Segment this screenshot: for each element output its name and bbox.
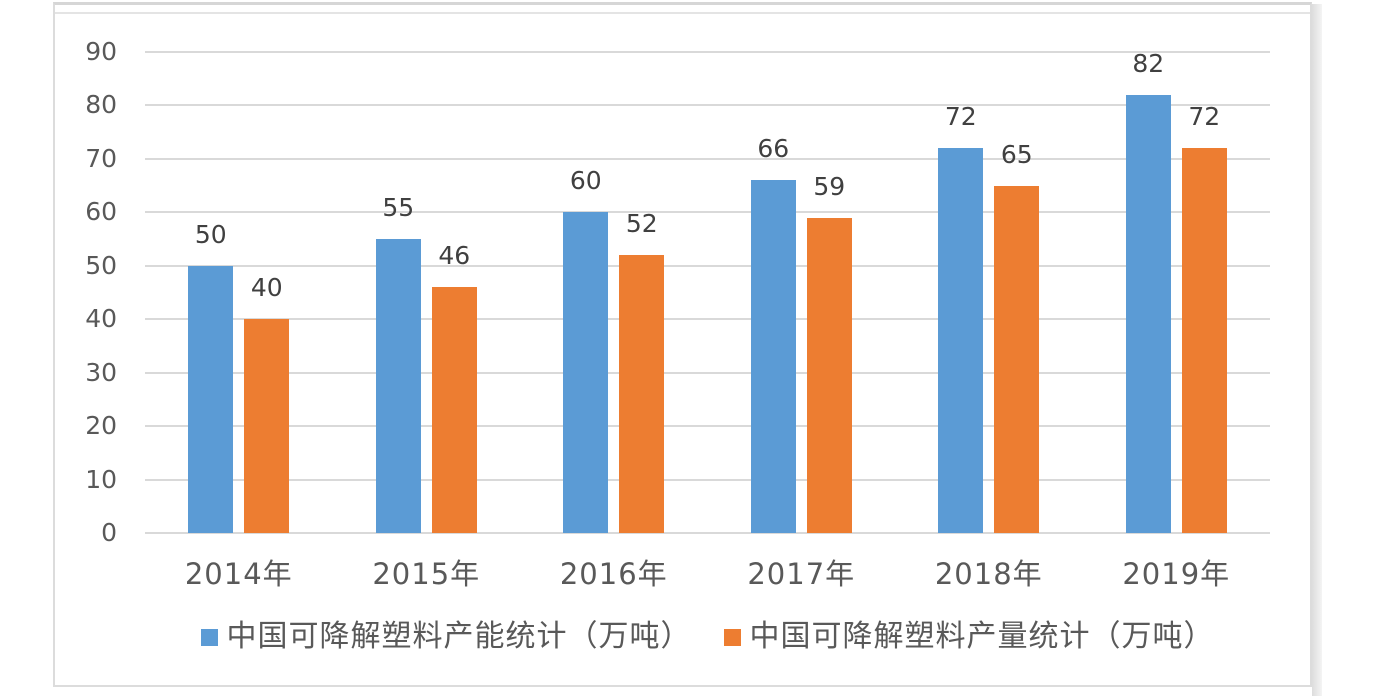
x-axis: 2014年 2015年 2016年 2017年 2018年 2019年 — [145, 558, 1270, 594]
bar-data-label: 52 — [625, 209, 658, 238]
bar-data-label: 66 — [757, 134, 790, 163]
y-axis-tick-label: 70 — [85, 143, 117, 173]
legend-label: 中国可降解塑料产量统计（万吨） — [749, 619, 1215, 654]
gridline — [145, 478, 1270, 481]
legend-swatch-icon — [723, 628, 741, 646]
y-axis-tick-label: 50 — [85, 250, 117, 280]
y-axis-tick-label: 20 — [85, 411, 117, 441]
bar-output — [431, 287, 477, 533]
bar-capacity — [375, 239, 421, 533]
bar-capacity — [1125, 95, 1171, 533]
legend-label: 中国可降解塑料产能统计（万吨） — [226, 619, 692, 654]
y-axis-tick-label: 80 — [85, 90, 117, 120]
y-axis-tick-label: 90 — [85, 37, 117, 66]
legend-item: 中国可降解塑料产能统计（万吨） — [200, 619, 692, 655]
bar-data-label: 46 — [438, 241, 471, 270]
gridline — [145, 104, 1270, 107]
gridline — [145, 157, 1270, 160]
y-axis-tick-label: 30 — [85, 357, 117, 387]
gridline — [145, 425, 1270, 428]
bar-data-label: 59 — [813, 172, 846, 201]
bar-output — [994, 186, 1040, 533]
y-axis-tick-label: 0 — [101, 518, 117, 547]
bar-capacity — [188, 266, 234, 533]
legend-swatch-icon — [200, 628, 218, 646]
bar-output — [244, 319, 290, 533]
gridline — [145, 532, 1270, 534]
bar-data-label: 55 — [382, 193, 415, 222]
x-axis-category-label: 2016年 — [559, 557, 668, 591]
y-axis-tick-label: 60 — [85, 197, 117, 227]
plot-area: 50 55 60 66 72 82 40 46 52 59 65 72 — [145, 49, 1270, 534]
x-axis-category-label: 2018年 — [934, 557, 1043, 591]
x-axis-category-label: 2017年 — [747, 557, 856, 591]
bar-output — [806, 218, 852, 533]
bar-output — [619, 255, 665, 533]
y-axis-tick-label: 10 — [85, 464, 117, 494]
gridline — [145, 371, 1270, 374]
bar-data-label: 40 — [250, 273, 283, 302]
gridline — [145, 264, 1270, 267]
bar-data-label: 60 — [569, 166, 602, 195]
card-top-divider — [55, 12, 1310, 14]
x-axis-category-label: 2015年 — [372, 557, 481, 591]
bar-capacity — [563, 212, 609, 533]
bar-output — [1181, 148, 1227, 533]
bar-data-label: 82 — [1132, 49, 1165, 78]
x-axis-category-label: 2014年 — [184, 557, 293, 591]
card-right-shadow — [1312, 4, 1322, 696]
bar-data-label: 65 — [1000, 140, 1033, 169]
bar-capacity — [750, 180, 796, 533]
x-axis-category-label: 2019年 — [1122, 557, 1231, 591]
legend-item: 中国可降解塑料产量统计（万吨） — [723, 619, 1215, 655]
gridline — [145, 318, 1270, 321]
gridline — [145, 211, 1270, 214]
y-axis: 0 10 20 30 40 50 60 70 80 90 — [55, 38, 117, 547]
legend: 中国可降解塑料产能统计（万吨） 中国可降解塑料产量统计（万吨） — [145, 617, 1270, 657]
bar-data-label: 50 — [194, 220, 227, 249]
gridline — [145, 51, 1270, 53]
chart-card: 0 10 20 30 40 50 60 70 80 90 50 55 60 66 72 82 40 46 52 59… — [53, 2, 1312, 687]
bar-data-label: 72 — [1188, 102, 1221, 131]
y-axis-tick-label: 40 — [85, 304, 117, 334]
bar-data-label: 72 — [944, 102, 977, 131]
bar-capacity — [938, 148, 984, 533]
